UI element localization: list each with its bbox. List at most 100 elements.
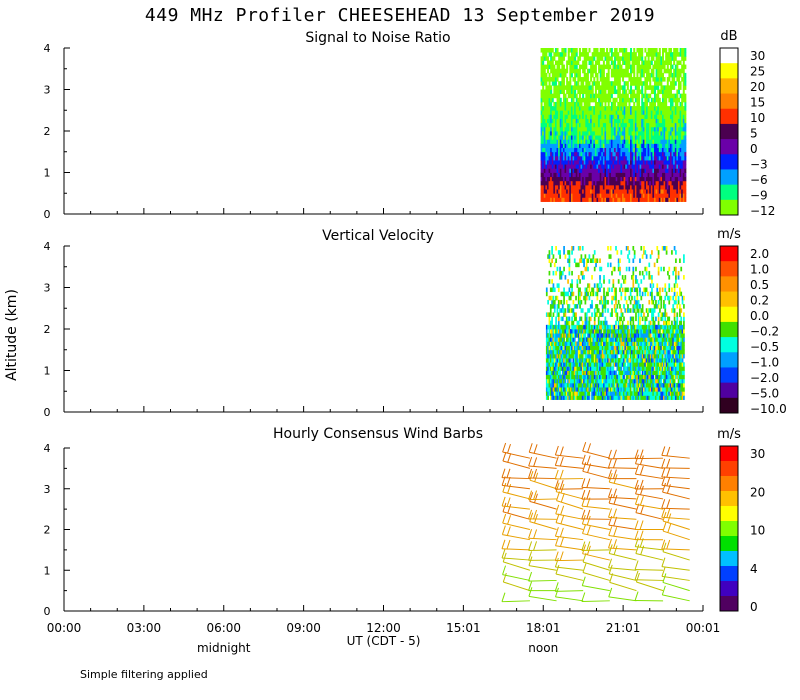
snr-cell <box>574 135 577 140</box>
velocity-cell <box>603 341 605 346</box>
snr-cell <box>578 135 581 140</box>
snr-cell <box>601 52 604 57</box>
velocity-cell <box>601 304 604 309</box>
velocity-cell <box>644 266 647 272</box>
snr-cell <box>556 147 559 153</box>
snr-cell <box>546 160 549 165</box>
velocity-cell <box>553 362 556 367</box>
snr-cell <box>625 189 628 194</box>
snr-cell <box>671 81 674 86</box>
snr-cell <box>617 143 620 148</box>
snr-cell <box>622 68 625 74</box>
snr-cell <box>681 151 684 157</box>
snr-cell <box>601 56 604 61</box>
velocity-cell <box>595 378 597 384</box>
snr-cell <box>574 122 577 128</box>
snr-cell <box>604 193 607 198</box>
snr-cell <box>614 118 617 124</box>
snr-cell <box>633 168 636 173</box>
snr-cell <box>634 131 637 136</box>
velocity-cell <box>564 329 567 334</box>
snr-cell <box>663 147 666 153</box>
snr-cell <box>540 135 543 140</box>
snr-cell <box>604 77 607 82</box>
snr-cell <box>593 193 596 198</box>
velocity-cell <box>625 333 628 338</box>
snr-cell <box>570 180 573 186</box>
velocity-cell <box>556 387 559 392</box>
snr-cell <box>543 89 546 95</box>
snr-cell <box>594 135 597 140</box>
colorbar-label: 0 <box>750 142 758 156</box>
snr-cell <box>636 97 639 103</box>
velocity-cell <box>625 246 628 251</box>
velocity-cell <box>637 395 640 400</box>
snr-cell <box>677 143 680 148</box>
snr-cell <box>601 143 604 148</box>
snr-cell <box>558 180 561 186</box>
velocity-cell <box>600 329 603 334</box>
snr-cell <box>580 52 583 57</box>
velocity-cell <box>603 329 605 334</box>
snr-cell <box>561 193 564 198</box>
velocity-cell <box>608 374 611 380</box>
snr-cell <box>660 184 663 190</box>
snr-cell <box>594 81 597 86</box>
velocity-cell <box>576 304 579 309</box>
velocity-cell <box>571 378 573 384</box>
snr-cell <box>641 126 644 132</box>
snr-cell <box>681 139 684 144</box>
snr-cell <box>602 97 605 103</box>
velocity-cell <box>623 324 625 330</box>
velocity-cell <box>636 304 639 309</box>
velocity-cell <box>572 299 575 305</box>
velocity-cell <box>564 308 567 313</box>
velocity-cell <box>603 387 605 392</box>
velocity-cell <box>640 308 643 313</box>
velocity-cell <box>568 262 571 268</box>
snr-cell <box>647 180 650 186</box>
velocity-cell <box>567 320 569 326</box>
snr-cell <box>586 147 589 153</box>
snr-cell <box>622 164 625 169</box>
snr-cell <box>649 189 652 194</box>
velocity-cell <box>557 374 560 380</box>
snr-cell <box>612 164 615 169</box>
velocity-cell <box>565 358 568 363</box>
snr-cell <box>596 189 599 194</box>
velocity-cell <box>548 345 551 351</box>
velocity-cell <box>609 345 612 351</box>
snr-cell <box>553 168 556 173</box>
velocity-cell <box>596 353 599 359</box>
snr-cell <box>617 56 620 61</box>
snr-cell <box>644 126 647 132</box>
snr-cell <box>674 193 677 198</box>
snr-cell <box>580 114 583 119</box>
velocity-cell <box>585 341 588 346</box>
snr-cell <box>561 118 564 124</box>
snr-cell <box>649 139 652 144</box>
velocity-cell <box>621 391 624 396</box>
velocity-cell <box>579 246 581 251</box>
velocity-cell <box>633 299 636 305</box>
snr-cell <box>570 160 573 165</box>
velocity-cell <box>559 358 561 363</box>
velocity-cell <box>604 366 607 371</box>
snr-cell <box>661 85 664 90</box>
velocity-cell <box>572 358 575 363</box>
snr-cell <box>646 118 649 124</box>
snr-cell <box>540 184 543 190</box>
snr-cell <box>674 143 677 148</box>
velocity-cell <box>572 312 575 317</box>
snr-cell <box>676 143 679 148</box>
snr-cell <box>564 160 567 165</box>
velocity-cell <box>627 370 629 376</box>
velocity-cell <box>611 378 613 384</box>
snr-cell <box>617 147 620 153</box>
snr-cell <box>586 135 589 140</box>
snr-cell <box>668 93 671 99</box>
snr-cell <box>626 189 629 194</box>
velocity-cell <box>563 337 565 342</box>
velocity-cell <box>552 374 555 380</box>
velocity-cell <box>580 299 583 305</box>
